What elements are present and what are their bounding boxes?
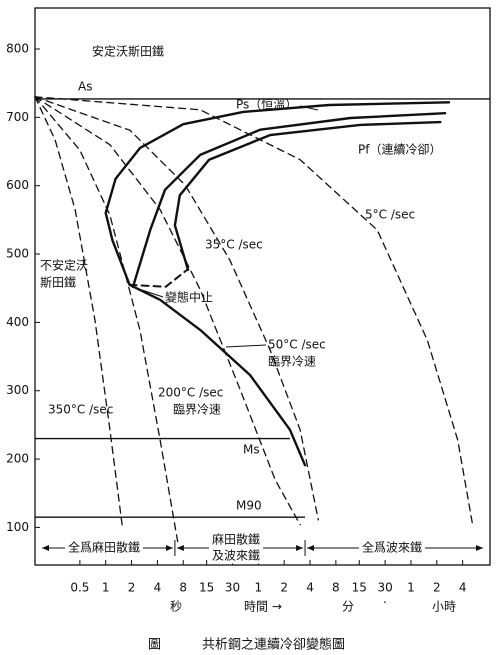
x-tick-label: 4 [459, 581, 467, 595]
x-tick-label: 1 [255, 581, 263, 595]
region-label: 麻田散鐵 [212, 532, 260, 547]
x-tick-label: 8 [332, 581, 340, 595]
hline-label: M90 [236, 499, 262, 513]
x-tick-label: 4 [154, 581, 162, 595]
curve [128, 268, 189, 288]
annotation: 臨界冷速 [173, 403, 221, 417]
y-tick-label: 300 [6, 383, 29, 397]
y-tick-label: 800 [6, 42, 29, 56]
x-tick-label: 30 [377, 581, 392, 595]
curve [34, 96, 301, 526]
region-label-bg [209, 530, 264, 548]
region-label: 及波來鐵 [212, 548, 260, 563]
series-label: 50°C /sec [268, 338, 326, 352]
time-unit: 小時 [432, 600, 456, 614]
annotation: 變態中止 [165, 290, 213, 305]
y-tick-label: 500 [6, 247, 29, 261]
x-tick-label: 1 [407, 581, 415, 595]
curve [34, 96, 123, 526]
label-arrow [141, 289, 164, 298]
plot-frame [34, 7, 491, 566]
y-tick-label: 100 [6, 520, 29, 534]
curve [131, 112, 447, 288]
time-unit: · [383, 596, 387, 610]
curve [34, 96, 179, 546]
caption: 圖 [148, 638, 161, 653]
annotation: 不安定沃 [40, 258, 88, 273]
annotation: 安定沃斯田鐵 [92, 44, 164, 59]
x-tick-label: 2 [280, 581, 288, 595]
region-label-bg [209, 546, 264, 564]
label-arrow [225, 344, 267, 348]
x-tick-label: 0.5 [70, 581, 89, 595]
x-tick-label: 1 [102, 581, 110, 595]
series-label: Pf（連續冷卻） [358, 142, 441, 157]
annotation: 斯田鐵 [40, 275, 76, 290]
time-unit: 秒 [170, 600, 182, 614]
y-tick-label: 400 [6, 315, 29, 329]
region-label-bg [65, 538, 144, 556]
hline-label: As [78, 80, 92, 94]
x-tick-label: 15 [199, 581, 214, 595]
series-label: 35°C /sec [205, 238, 263, 252]
x-tick-label: 8 [179, 581, 187, 595]
x-tick-label: 2 [433, 581, 441, 595]
curve [34, 96, 474, 526]
y-tick-label: 700 [6, 110, 29, 124]
y-tick-label: 600 [6, 178, 29, 192]
series-label: 5°C /sec [365, 208, 415, 222]
curve [104, 101, 451, 467]
region-label: 全爲波來鐵 [362, 540, 422, 555]
region-label: 全爲麻田散鐵 [68, 540, 140, 555]
x-tick-label: 15 [352, 581, 367, 595]
x-tick-label: 2 [128, 581, 136, 595]
x-tick-label: 30 [225, 581, 240, 595]
curve [34, 96, 319, 521]
series-label: 200°C /sec [158, 386, 223, 400]
series-label: 350°C /sec [48, 403, 113, 417]
time-unit: 時間 → [244, 600, 282, 614]
x-tick-label: 4 [306, 581, 314, 595]
region-label-bg [359, 538, 426, 556]
caption: 共析鋼之連續冷卻變態圖 [202, 637, 345, 653]
y-tick-label: 200 [6, 452, 29, 466]
curve [173, 120, 442, 271]
hline-label: Ms [243, 443, 260, 457]
time-unit: 分 [342, 600, 354, 614]
annotation: 臨界冷速 [268, 355, 316, 369]
